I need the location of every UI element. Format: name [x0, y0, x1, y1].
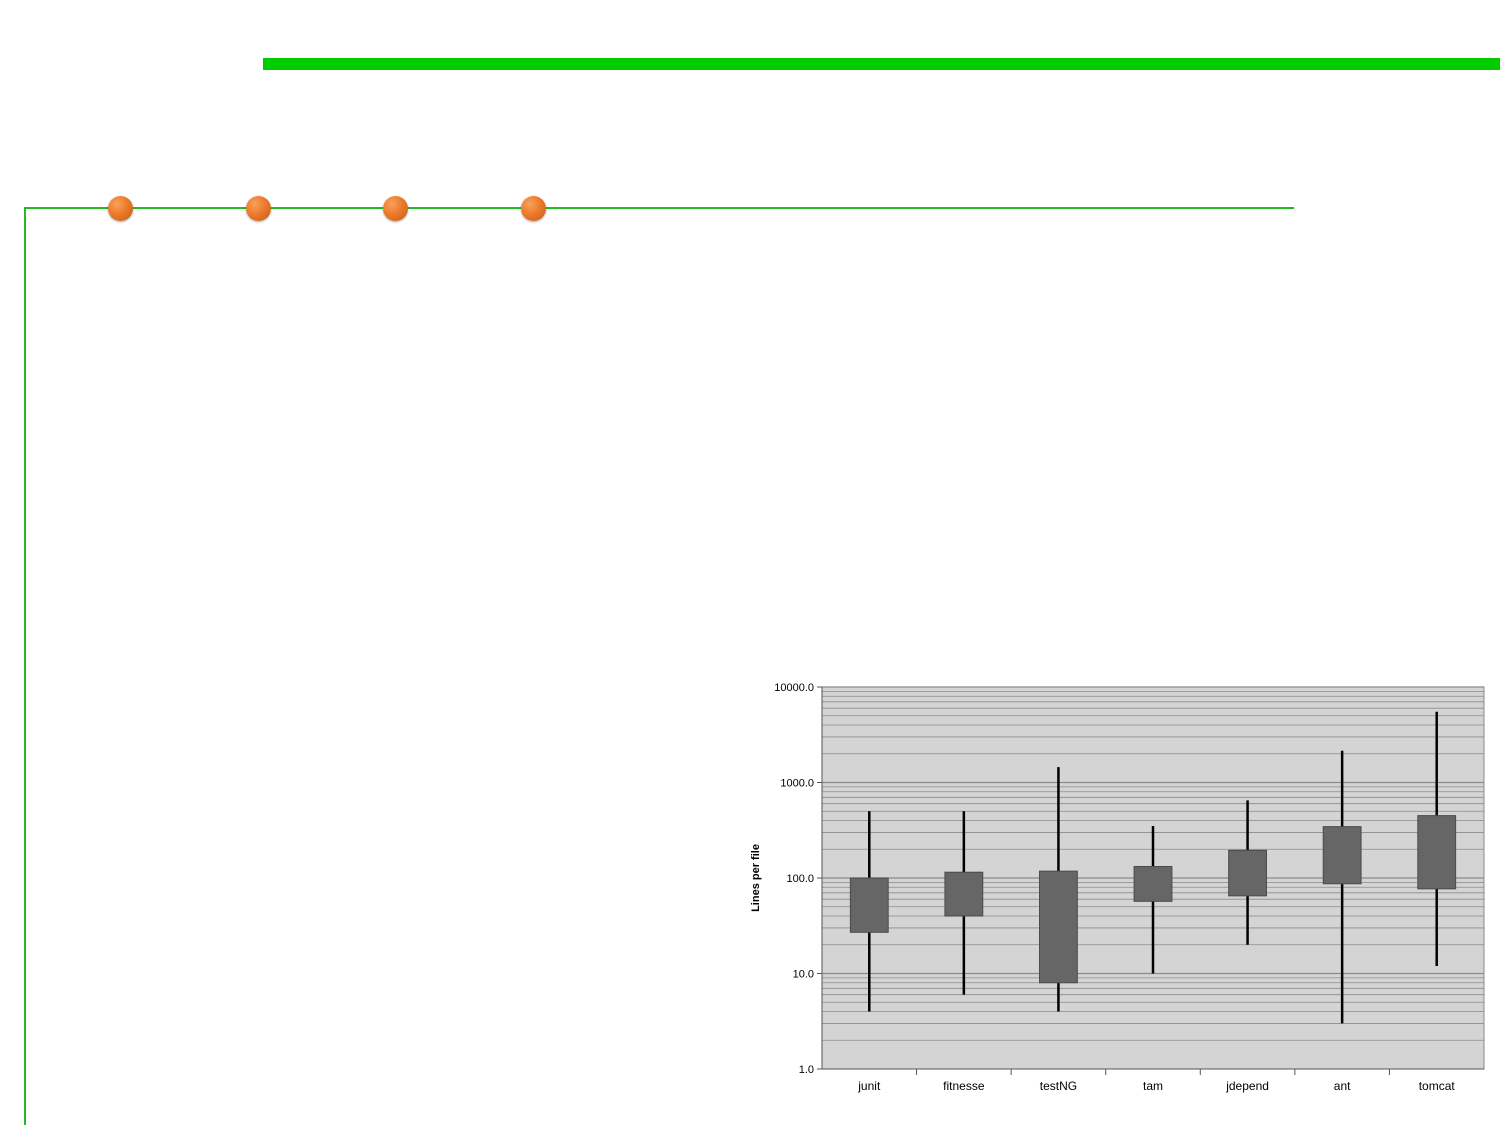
box-tomcat [1417, 815, 1457, 890]
box-plot-chart: 1.0 10.0 100.0 1000.0 10000.0 Lines per file j… [750, 682, 1485, 1093]
x-tick-label: ant [1334, 1079, 1351, 1093]
box-tam [1133, 865, 1173, 902]
orange-dot-icon [521, 196, 546, 221]
orange-dot-icon [246, 196, 271, 221]
accent-bar [263, 58, 1500, 70]
box-ant [1322, 826, 1362, 885]
y-axis-label: Lines per file [750, 844, 762, 912]
box-jdepend [1228, 849, 1267, 897]
box-junit [849, 877, 889, 933]
y-tick-label: 1.0 [799, 1064, 814, 1076]
orange-dot-icon [383, 196, 408, 221]
x-tick-label: tam [1143, 1079, 1163, 1093]
box-fitnesse [944, 871, 984, 917]
y-tick-label: 100.0 [786, 873, 814, 885]
orange-dot-icon [108, 196, 133, 221]
x-tick-label: jdepend [1225, 1079, 1269, 1093]
y-tick-label: 10.0 [793, 969, 814, 981]
x-tick-label: junit [857, 1079, 881, 1093]
y-tick-label: 10000.0 [774, 682, 814, 694]
vertical-rule [24, 207, 26, 1125]
x-tick-label: testNG [1040, 1079, 1077, 1093]
x-tick-label: tomcat [1419, 1079, 1456, 1093]
horizontal-rule [24, 207, 1294, 209]
y-tick-label: 1000.0 [780, 778, 814, 790]
x-tick-label: fitnesse [943, 1079, 985, 1093]
box-testNG [1039, 870, 1078, 984]
